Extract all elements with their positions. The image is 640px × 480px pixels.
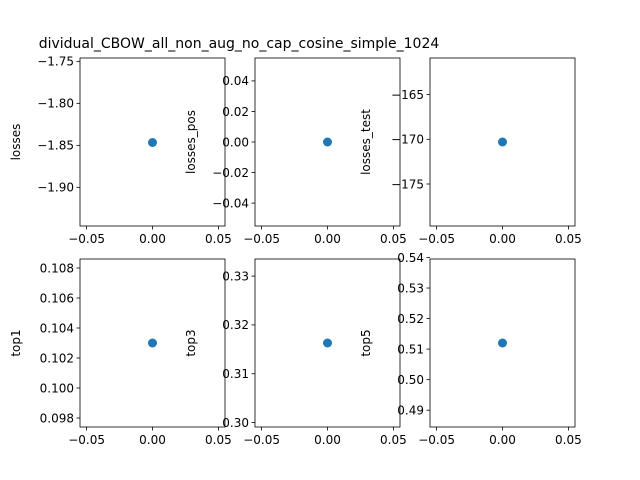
x-tick-label: −0.05 — [243, 232, 280, 246]
x-tick-label: 0.00 — [489, 433, 516, 447]
y-tick-label: −170 — [391, 133, 424, 147]
y-tick-label: 0.04 — [222, 74, 249, 88]
x-tick-label: −0.05 — [418, 433, 455, 447]
y-tick-label: 0.104 — [40, 321, 74, 335]
y-tick-label: 0.102 — [40, 351, 74, 365]
x-tick-label: 0.05 — [205, 232, 232, 246]
figure-title: dividual_CBOW_all_non_aug_no_cap_cosine_… — [39, 36, 440, 52]
y-axis-label: top1 — [9, 329, 23, 356]
data-point — [498, 338, 507, 348]
data-point — [323, 338, 332, 348]
y-tick-label: 0.53 — [397, 281, 424, 295]
y-axis-label: losses_test — [359, 109, 373, 175]
y-tick-label: 0.00 — [222, 135, 249, 149]
x-tick-label: −0.05 — [68, 433, 105, 447]
subplot-2: −0.05 0.00 0.05 −0.04 −0.02 0.00 0.02 0.04 losse… — [184, 57, 407, 246]
data-point — [498, 137, 507, 147]
y-tick-label: −0.04 — [212, 196, 249, 210]
y-tick-label: 0.108 — [40, 261, 74, 275]
y-tick-label: 0.098 — [40, 411, 74, 425]
subplot-grid: −0.05 0.00 0.05−1.90−1.85−1.80−1.75losses−… — [9, 55, 582, 447]
x-tick-label: −0.05 — [243, 433, 280, 447]
y-tick-label: 0.31 — [222, 367, 249, 381]
subplot-3: −0.05 0.00 0.05 −175 −170 −165 losses_test — [359, 57, 582, 246]
x-tick-label: 0.00 — [139, 433, 166, 447]
y-axis-label: top5 — [359, 329, 373, 356]
y-tick-label: 0.100 — [40, 381, 74, 395]
x-tick-label: 0.00 — [314, 232, 341, 246]
y-tick-label: 0.50 — [397, 373, 424, 387]
y-tick-label: 0.30 — [222, 416, 249, 430]
y-tick-label: 0.52 — [397, 312, 424, 326]
x-tick-label: 0.00 — [314, 433, 341, 447]
x-tick-label: 0.00 — [139, 232, 166, 246]
y-axis-label: top3 — [184, 329, 198, 356]
data-point — [148, 138, 157, 148]
subplot-1: −0.05 0.00 0.05 −1.90 −1.85 −1.80 −1.75 losses — [9, 55, 232, 246]
y-tick-label: 0.106 — [40, 291, 74, 305]
y-tick-label: −1.80 — [37, 97, 74, 111]
x-tick-label: 0.05 — [205, 433, 232, 447]
y-axis-label: losses_pos — [184, 110, 198, 174]
y-tick-label: 0.51 — [397, 342, 424, 356]
data-point — [148, 338, 157, 348]
y-tick-label: 0.02 — [222, 105, 249, 119]
x-tick-label: 0.05 — [380, 232, 407, 246]
x-tick-label: 0.00 — [489, 232, 516, 246]
y-tick-label: 0.54 — [397, 251, 424, 265]
x-tick-label: −0.05 — [418, 232, 455, 246]
subplot-6: −0.05 0.00 0.05 0.49 0.50 0.51 0.52 0.53 0.54 top… — [359, 251, 582, 447]
y-tick-label: −1.90 — [37, 181, 74, 195]
y-tick-label: −175 — [391, 177, 424, 191]
y-tick-label: −165 — [391, 88, 424, 102]
data-point — [323, 137, 332, 147]
y-tick-label: 0.32 — [222, 318, 249, 332]
y-tick-label: 0.49 — [397, 404, 424, 418]
y-tick-label: −0.02 — [212, 166, 249, 180]
y-tick-label: −1.85 — [37, 139, 74, 153]
x-tick-label: 0.05 — [380, 433, 407, 447]
subplot-5: −0.05 0.00 0.05 0.30 0.31 0.32 0.33 top3 — [184, 258, 407, 447]
y-axis-label: losses — [9, 124, 23, 161]
x-tick-label: 0.05 — [555, 433, 582, 447]
x-tick-label: −0.05 — [68, 232, 105, 246]
x-tick-label: 0.05 — [555, 232, 582, 246]
y-tick-label: 0.33 — [222, 269, 249, 283]
subplot-4: −0.05 0.00 0.05 0.098 0.100 0.102 0.104 0.106 0.… — [9, 258, 232, 447]
y-tick-label: −1.75 — [37, 55, 74, 69]
